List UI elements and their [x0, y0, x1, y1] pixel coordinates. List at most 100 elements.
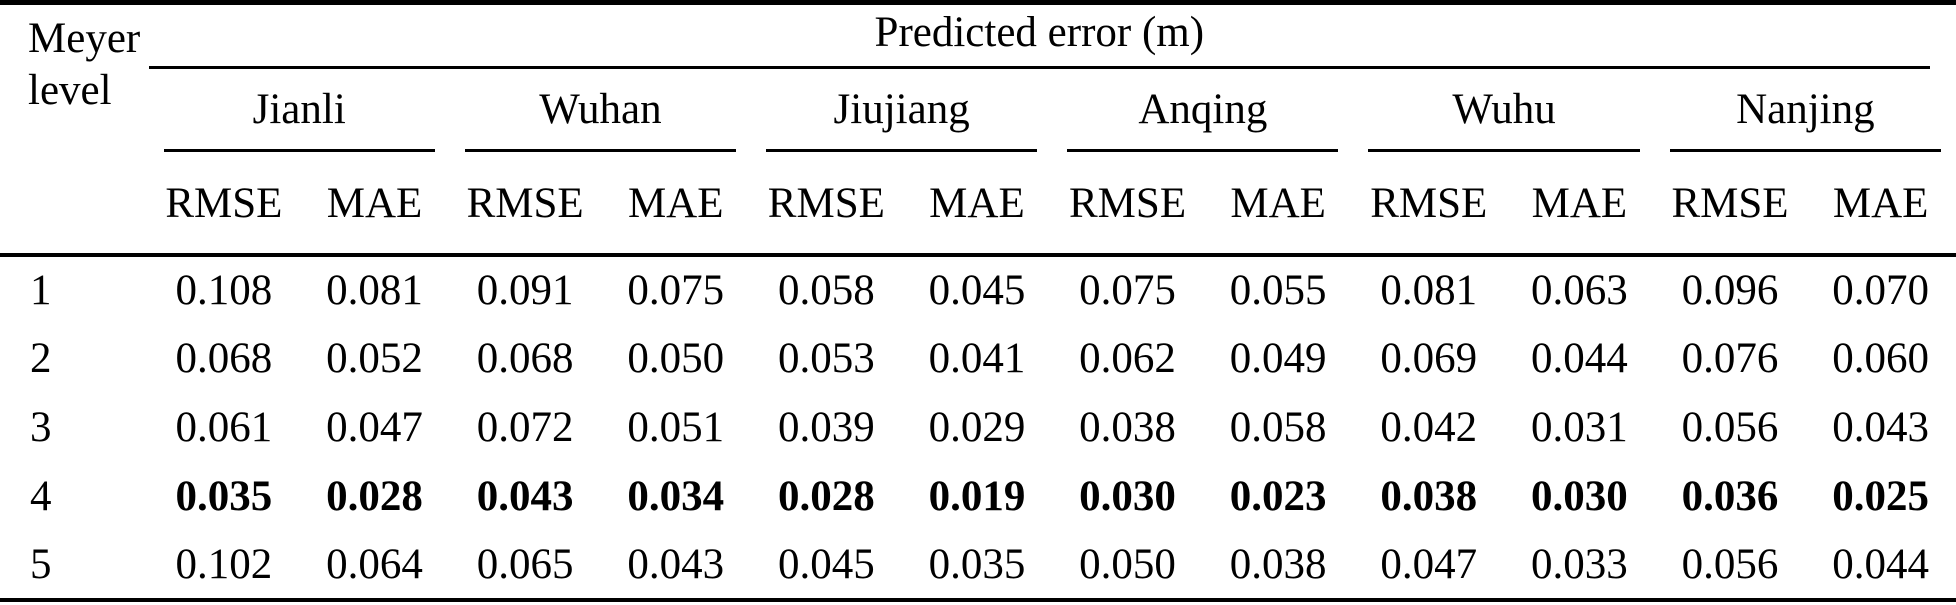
value-cell: 0.068 [175, 335, 273, 383]
value-cell: 0.039 [777, 404, 875, 452]
city-header-jiujiang: Jiujiang [751, 69, 1052, 153]
header-metric-row: RMSE MAE RMSE MAE RMSE MAE RMSE MAE RMSE… [0, 153, 1956, 258]
value-cell: 0.062 [1079, 335, 1176, 383]
metric-header-rmse: RMSE [1654, 153, 1806, 258]
level-cell: 2 [30, 335, 52, 383]
predicted-error-header: Predicted error (m) [148, 3, 1956, 70]
value-cell: 0.031 [1531, 404, 1628, 452]
value-cell: 0.036 [1681, 473, 1779, 521]
value-cell: 0.051 [627, 404, 725, 452]
metric-header-mae: MAE [600, 153, 752, 258]
value-cell: 0.028 [326, 473, 423, 521]
value-cell: 0.025 [1832, 473, 1930, 521]
metric-header-mae: MAE [1504, 153, 1655, 258]
value-cell: 0.075 [1079, 267, 1176, 315]
value-cell: 0.068 [476, 335, 574, 383]
value-cell: 0.035 [175, 473, 273, 521]
meyer-level-line2: level [28, 67, 112, 115]
value-cell: 0.043 [600, 531, 752, 603]
value-cell: 0.070 [1832, 267, 1930, 315]
value-cell: 0.069 [1380, 335, 1478, 383]
value-cell: 0.072 [476, 404, 574, 452]
value-cell: 0.047 [1353, 531, 1505, 603]
value-cell: 0.019 [928, 473, 1026, 521]
value-cell: 0.045 [928, 267, 1026, 315]
value-cell: 0.050 [627, 335, 725, 383]
city-name: Anqing [1067, 70, 1339, 153]
table-row-level-5: 5 0.102 0.064 0.065 0.043 0.045 0.035 0.… [0, 531, 1956, 603]
value-cell: 0.064 [299, 531, 450, 603]
value-cell: 0.034 [627, 473, 725, 521]
table-row-level-1: 1 0.108 0.081 0.091 0.075 0.058 0.045 0.… [0, 255, 1956, 324]
metric-header-rmse: RMSE [148, 153, 300, 258]
value-cell: 0.065 [449, 531, 601, 603]
value-cell: 0.052 [326, 335, 423, 383]
value-cell: 0.102 [148, 531, 300, 603]
meyer-level-header: Meyer level [0, 2, 149, 258]
value-cell: 0.043 [1832, 404, 1930, 452]
metric-header-mae: MAE [901, 153, 1053, 258]
city-header-jianli: Jianli [149, 69, 450, 153]
city-name: Wuhu [1368, 70, 1640, 153]
value-cell: 0.028 [777, 473, 875, 521]
level-cell: 1 [30, 267, 52, 315]
value-cell: 0.081 [326, 267, 423, 315]
meyer-level-line1: Meyer [28, 15, 141, 62]
value-cell: 0.076 [1681, 335, 1779, 383]
value-cell: 0.044 [1805, 531, 1956, 603]
value-cell: 0.049 [1229, 335, 1327, 383]
value-cell: 0.053 [777, 335, 875, 383]
value-cell: 0.075 [627, 267, 725, 315]
value-cell: 0.096 [1681, 267, 1779, 315]
value-cell: 0.033 [1504, 531, 1655, 603]
value-cell: 0.035 [901, 531, 1053, 603]
city-name: Jiujiang [766, 70, 1038, 153]
metric-header-mae: MAE [1805, 153, 1956, 258]
value-cell: 0.023 [1229, 473, 1327, 521]
value-cell: 0.038 [1079, 404, 1176, 452]
value-cell: 0.056 [1654, 531, 1806, 603]
value-cell: 0.061 [175, 404, 273, 452]
value-cell: 0.038 [1380, 473, 1478, 521]
city-name: Wuhan [464, 70, 737, 153]
value-cell: 0.108 [175, 267, 273, 315]
value-cell: 0.055 [1229, 267, 1327, 315]
predicted-error-label: Predicted error (m) [148, 5, 1930, 70]
value-cell: 0.050 [1052, 531, 1203, 603]
header-city-row: Jianli Wuhan Jiujiang Anqing Wuhu Nanjin… [0, 69, 1956, 153]
metric-header-rmse: RMSE [1353, 153, 1505, 258]
value-cell: 0.058 [1229, 404, 1327, 452]
value-cell: 0.058 [777, 267, 875, 315]
value-cell: 0.060 [1832, 335, 1930, 383]
value-cell: 0.030 [1079, 473, 1176, 521]
value-cell: 0.091 [476, 267, 574, 315]
metric-header-mae: MAE [1202, 153, 1354, 258]
value-cell: 0.056 [1681, 404, 1779, 452]
metric-header-rmse: RMSE [751, 153, 902, 258]
table-row-level-2: 2 0.068 0.052 0.068 0.050 0.053 0.041 0.… [0, 324, 1956, 393]
metric-header-mae: MAE [299, 153, 450, 258]
value-cell: 0.042 [1380, 404, 1478, 452]
table-row-level-4: 4 0.035 0.028 0.043 0.034 0.028 0.019 0.… [0, 462, 1956, 531]
level-cell: 3 [30, 404, 52, 452]
city-header-wuhan: Wuhan [450, 69, 751, 153]
level-cell: 5 [0, 531, 149, 603]
value-cell: 0.029 [928, 404, 1026, 452]
city-header-anqing: Anqing [1052, 69, 1353, 153]
value-cell: 0.043 [476, 473, 574, 521]
value-cell: 0.045 [751, 531, 902, 603]
city-header-nanjing: Nanjing [1655, 69, 1956, 153]
metric-header-rmse: RMSE [449, 153, 601, 258]
value-cell: 0.044 [1531, 335, 1628, 383]
value-cell: 0.041 [928, 335, 1026, 383]
value-cell: 0.030 [1531, 473, 1628, 521]
city-header-wuhu: Wuhu [1353, 69, 1654, 153]
value-cell: 0.063 [1531, 267, 1628, 315]
value-cell: 0.081 [1380, 267, 1478, 315]
city-name: Nanjing [1669, 70, 1941, 153]
value-cell: 0.047 [326, 404, 423, 452]
city-name: Jianli [163, 70, 435, 153]
value-cell: 0.038 [1202, 531, 1354, 603]
level-cell: 4 [30, 473, 52, 521]
header-span-row: Meyer level Predicted error (m) [0, 2, 1956, 258]
